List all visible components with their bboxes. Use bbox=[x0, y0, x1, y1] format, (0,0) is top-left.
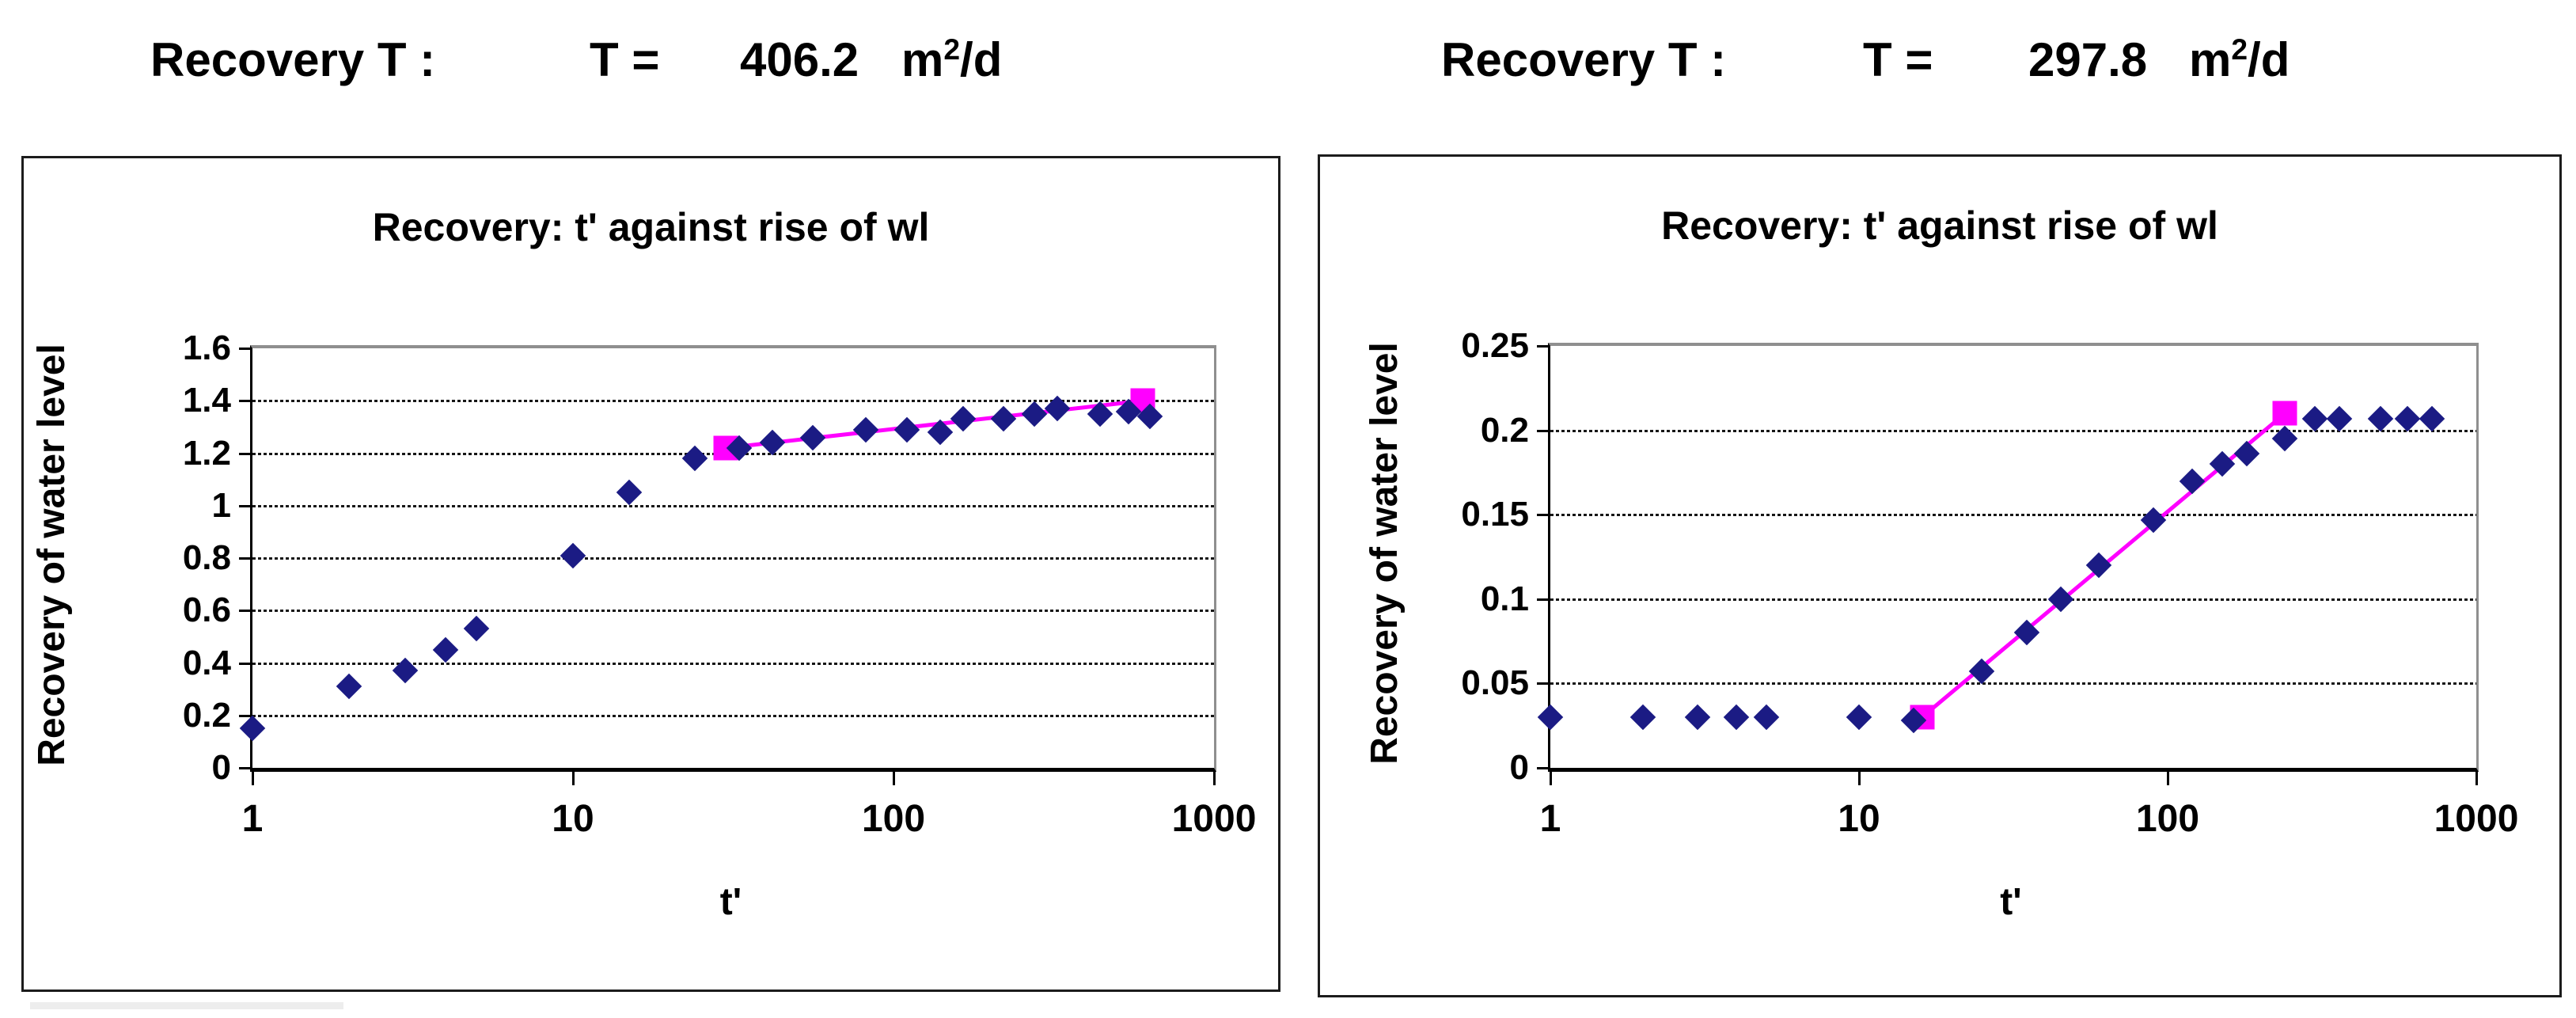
x-tick-label: 100 bbox=[2135, 798, 2200, 840]
y-axis-label: Recovery of water level bbox=[1364, 342, 1406, 765]
y-tick-mark bbox=[239, 767, 251, 769]
x-tick-label: 10 bbox=[552, 798, 594, 840]
y-tick-label: 0 bbox=[1509, 748, 1529, 787]
y-tick-label: 0.2 bbox=[182, 695, 231, 735]
y-axis-label: Recovery of water level bbox=[31, 344, 73, 766]
y-tick-mark bbox=[239, 662, 251, 665]
bottom-edge-strip bbox=[30, 1002, 343, 1009]
x-tick-label: 1000 bbox=[1171, 798, 1257, 840]
x-tick-mark bbox=[2167, 772, 2169, 785]
y-tick-label: 1.6 bbox=[182, 329, 231, 367]
y-tick-mark bbox=[239, 400, 251, 403]
y-tick-label: 0.6 bbox=[182, 591, 231, 630]
y-tick-mark bbox=[1537, 682, 1549, 686]
y-tick-mark bbox=[239, 348, 251, 350]
y-tick-mark bbox=[239, 452, 251, 455]
right-header-label: Recovery T : bbox=[1441, 33, 1727, 86]
y-tick-mark bbox=[239, 610, 251, 613]
y-tick-label: 0.05 bbox=[1461, 663, 1529, 703]
y-tick-label: 0.4 bbox=[182, 643, 231, 682]
chart-title: Recovery: t' against rise of wl bbox=[1661, 203, 2218, 248]
y-tick-label: 0.25 bbox=[1461, 326, 1529, 365]
unit-base: m bbox=[901, 33, 944, 86]
y-tick-mark bbox=[1537, 429, 1549, 432]
unit-exponent: 2 bbox=[943, 32, 961, 66]
y-tick-label: 0.8 bbox=[182, 538, 231, 577]
left-header-label: Recovery T : bbox=[150, 33, 436, 86]
plot-area bbox=[239, 345, 1216, 772]
x-axis-label: t' bbox=[719, 881, 742, 923]
x-tick-mark bbox=[893, 772, 895, 785]
x-tick-mark bbox=[1550, 772, 1552, 785]
unit-exponent: 2 bbox=[2231, 32, 2248, 66]
gridline-y-0.2 bbox=[1550, 429, 2476, 432]
right-header-value: 297.8 bbox=[2028, 33, 2148, 86]
y-tick-mark bbox=[239, 557, 251, 560]
x-tick-mark bbox=[1858, 772, 1861, 785]
y-tick-label: 1.2 bbox=[182, 433, 231, 473]
y-tick-label: 0.15 bbox=[1461, 495, 1529, 534]
gridline-y-1 bbox=[252, 504, 1214, 507]
trend-endpoint-marker bbox=[2272, 401, 2297, 426]
right-header-unit: m2/d bbox=[2189, 33, 2290, 86]
y-tick-label: 0.2 bbox=[1480, 410, 1529, 450]
x-tick-mark bbox=[1213, 772, 1216, 785]
y-tick-mark bbox=[1537, 514, 1549, 517]
unit-base: m bbox=[2189, 33, 2232, 86]
left-header-unit: m2/d bbox=[901, 33, 1003, 86]
right-header-eq: T = bbox=[1863, 33, 1933, 86]
unit-rest: /d bbox=[960, 33, 1003, 86]
gridline-y-0.2 bbox=[252, 714, 1214, 717]
gridline-y-1.4 bbox=[252, 400, 1214, 403]
gridline-y-0.05 bbox=[1550, 682, 2476, 686]
recovery-chart-panel-right: Recovery: t' against rise of wl Recovery… bbox=[1318, 154, 2562, 997]
left-header-value: 406.2 bbox=[740, 33, 859, 86]
gridline-y-0.6 bbox=[252, 610, 1214, 613]
gridline-y-0.4 bbox=[252, 662, 1214, 665]
recovery-chart-panel-left: Recovery: t' against rise of wl Recovery… bbox=[21, 156, 1280, 992]
x-tick-label: 100 bbox=[861, 798, 926, 840]
x-tick-label: 1000 bbox=[2434, 798, 2519, 840]
y-tick-label: 0.1 bbox=[1480, 579, 1529, 618]
x-tick-label: 10 bbox=[1838, 798, 1880, 840]
y-tick-mark bbox=[239, 504, 251, 507]
left-header-eq: T = bbox=[590, 33, 660, 86]
unit-rest: /d bbox=[2248, 33, 2290, 86]
y-tick-mark bbox=[239, 714, 251, 717]
gridline-y-0.1 bbox=[1550, 598, 2476, 601]
y-tick-mark bbox=[1537, 767, 1549, 769]
y-tick-label: 1 bbox=[211, 485, 231, 525]
x-tick-mark bbox=[252, 772, 254, 785]
x-tick-mark bbox=[2475, 772, 2478, 785]
x-axis-label: t' bbox=[2000, 881, 2022, 923]
x-tick-label: 1 bbox=[241, 798, 264, 840]
y-tick-label: 0 bbox=[211, 748, 231, 787]
y-tick-mark bbox=[1537, 598, 1549, 601]
plot-area bbox=[1537, 343, 2479, 772]
x-tick-mark bbox=[572, 772, 575, 785]
gridline-y-0.15 bbox=[1550, 514, 2476, 517]
chart-title: Recovery: t' against rise of wl bbox=[372, 205, 930, 249]
trend-line bbox=[725, 398, 1144, 450]
gridline-y-0.8 bbox=[252, 557, 1214, 560]
x-tick-label: 1 bbox=[1539, 798, 1561, 840]
y-tick-mark bbox=[1537, 345, 1549, 348]
y-tick-label: 1.4 bbox=[182, 381, 231, 420]
